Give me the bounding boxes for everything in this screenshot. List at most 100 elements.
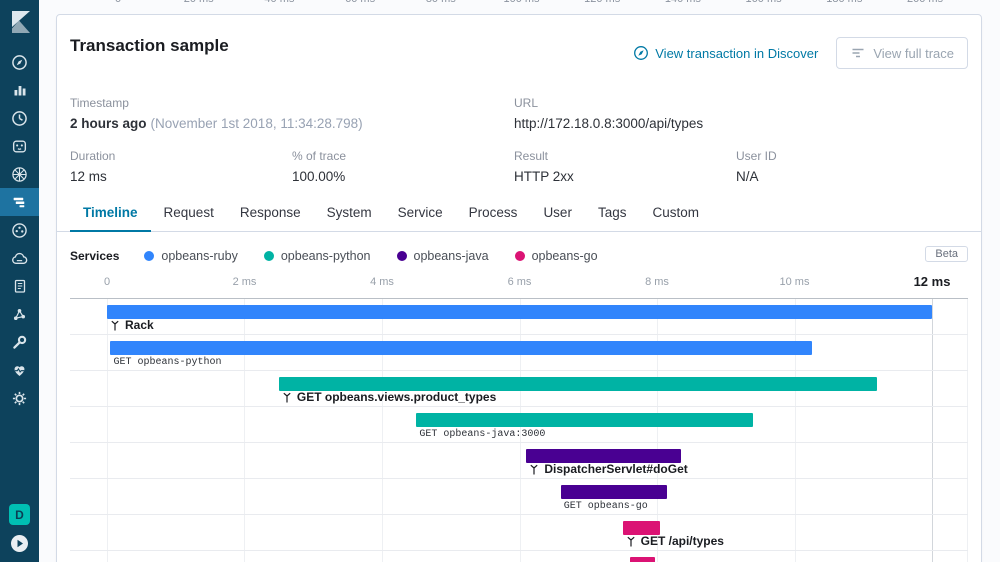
legend-label: opbeans-go [531, 249, 598, 263]
top-axis-tick: 160 ms [746, 0, 782, 5]
sidebar-item-infrastructure[interactable] [0, 244, 39, 272]
transaction-label[interactable]: GET opbeans.views.product_types [282, 390, 496, 404]
view-full-trace-label: View full trace [873, 45, 954, 61]
services-legend: Services opbeans-ruby opbeans-python opbea… [70, 246, 968, 263]
gridline [107, 299, 108, 562]
sidebar-item-management[interactable] [0, 384, 39, 412]
legend-item-opbeans-go: opbeans-go [514, 249, 598, 263]
legend-dot [144, 251, 155, 261]
legend-item-opbeans-java: opbeans-java [396, 249, 489, 263]
view-in-discover-label: View transaction in Discover [655, 45, 819, 61]
waterfall-row: DispatcherServlet#doGet [70, 443, 968, 479]
transaction-sample-panel: Transaction sample View transaction in D… [56, 14, 982, 562]
sidebar-item-timelion[interactable] [0, 132, 39, 160]
waterfall-axis-tick: 8 ms [645, 276, 669, 288]
url-value: http://172.18.0.8:3000/api/types [514, 116, 704, 131]
waterfall-item-name: DispatcherServlet#doGet [544, 462, 688, 476]
sidebar-item-logs[interactable] [0, 272, 39, 300]
sidebar-item-canvas[interactable] [0, 160, 39, 188]
top-axis-tick: 200 ms [907, 0, 943, 5]
waterfall-row: GET opbeans-python [70, 335, 968, 371]
transaction-label[interactable]: Rack [110, 318, 154, 332]
tab-response[interactable]: Response [239, 205, 301, 220]
span-bar[interactable] [110, 341, 812, 355]
span-label[interactable]: GET opbeans-python [113, 357, 222, 368]
gridline [381, 299, 383, 562]
services-legend-title: Services [70, 249, 120, 263]
kibana-logo[interactable] [7, 9, 33, 35]
legend-label: opbeans-python [280, 249, 371, 263]
legend-dot [396, 251, 407, 261]
view-in-discover-link[interactable]: View transaction in Discover [633, 45, 818, 61]
beta-badge: Beta [925, 246, 968, 262]
sidebar-item-discover[interactable] [0, 48, 39, 76]
legend-item-opbeans-python: opbeans-python [263, 249, 371, 263]
space-badge[interactable]: D [9, 504, 30, 525]
view-full-trace-button[interactable]: View full trace [836, 37, 968, 69]
sidebar-item-dev-tools[interactable] [0, 328, 39, 356]
infrastructure-icon [11, 250, 28, 267]
top-axis-tick: 120 ms [584, 0, 620, 5]
top-axis-tick: 20 ms [184, 0, 214, 5]
trace-percent-field: % of trace 100.00% [292, 149, 514, 184]
span-bar[interactable] [416, 413, 754, 427]
waterfall-axis-tick: 2 ms [232, 276, 257, 288]
timestamp-value: 2 hours ago (November 1st 2018, 11:34:28.… [70, 116, 363, 131]
tab-timeline[interactable]: Timeline [70, 205, 151, 232]
canvas-icon [11, 166, 28, 183]
top-axis-tick: 100 ms [503, 0, 539, 5]
dev-tools-icon [11, 334, 28, 351]
graph-icon [11, 306, 28, 323]
sidebar-item-visualize[interactable] [0, 76, 39, 104]
span-label[interactable]: GET opbeans-java:3000 [419, 429, 546, 440]
sidebar-item-graph[interactable] [0, 300, 39, 328]
waterfall-row: GET opbeans-go [70, 479, 968, 515]
transaction-fork-icon [282, 392, 292, 403]
tab-tags[interactable]: Tags [597, 205, 627, 220]
transaction-label[interactable]: GET /api/types [626, 534, 724, 548]
legend-label: opbeans-java [413, 249, 489, 263]
gridline [244, 299, 246, 562]
legend-label: opbeans-ruby [161, 249, 238, 263]
transaction-bar[interactable] [278, 377, 877, 391]
trace-icon [850, 45, 866, 61]
result-label: Result [514, 149, 549, 163]
transaction-fork-icon [110, 320, 120, 331]
tab-process[interactable]: Process [468, 205, 518, 220]
span-label[interactable]: GET opbeans-go [563, 501, 648, 512]
user-id-value: N/A [736, 169, 759, 184]
tab-request[interactable]: Request [163, 205, 214, 220]
chart-right-edge [967, 299, 968, 562]
tab-system[interactable]: System [326, 205, 372, 220]
management-icon [11, 390, 28, 407]
gridline [932, 299, 933, 562]
sidebar-item-monitoring[interactable] [0, 356, 39, 384]
waterfall-row: GET opbeans-java:3000 [70, 407, 968, 443]
waterfall-chart: Rack GET opbeans-python GET opbeans.views.… [70, 298, 968, 562]
transaction-bar[interactable] [107, 305, 932, 319]
visualize-icon [12, 82, 28, 98]
legend-item-opbeans-ruby: opbeans-ruby [144, 249, 238, 263]
sidebar-bottom: D [0, 504, 39, 558]
waterfall-axis: 0 2 ms 4 ms 6 ms 8 ms 10 ms 12 ms [70, 272, 968, 293]
transaction-bar[interactable] [526, 449, 682, 463]
tab-user[interactable]: User [543, 205, 572, 220]
sidebar-item-apm[interactable] [0, 188, 39, 216]
tab-service[interactable]: Service [397, 205, 443, 220]
span-bar[interactable] [560, 485, 668, 499]
transaction-label[interactable]: DispatcherServlet#doGet [529, 462, 688, 476]
user-id-label: User ID [736, 149, 777, 163]
tab-custom[interactable]: Custom [652, 205, 699, 220]
result-field: Result HTTP 2xx [514, 149, 736, 184]
sidebar-item-dashboard[interactable] [0, 104, 39, 132]
sidebar-item-machine-learning[interactable] [0, 216, 39, 244]
waterfall-item-name: GET opbeans.views.product_types [296, 390, 497, 404]
dashboard-icon [11, 110, 28, 127]
result-value: HTTP 2xx [514, 169, 574, 184]
timestamp-field: Timestamp 2 hours ago (November 1st 2018,… [70, 96, 514, 131]
span-bar[interactable] [629, 557, 655, 562]
transaction-bar[interactable] [622, 521, 661, 535]
collapse-nav-button[interactable] [10, 534, 29, 558]
waterfall-row: Rack [70, 299, 968, 335]
